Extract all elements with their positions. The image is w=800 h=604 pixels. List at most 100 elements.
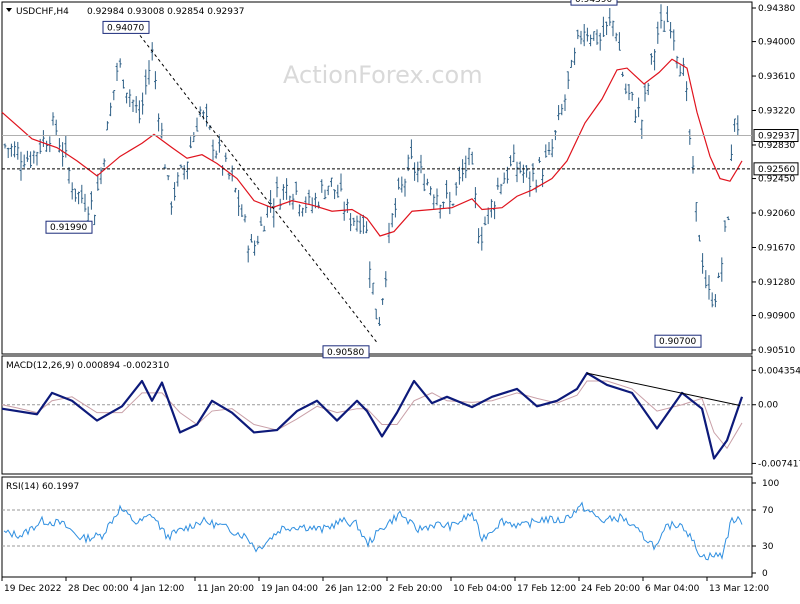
ohlc-bar xyxy=(45,140,48,152)
ohlc-bar xyxy=(509,155,512,167)
price-panel-frame xyxy=(1,1,753,355)
price-axis: 0.94380 0.94000 0.93610 0.93220 0.92830 0.924… xyxy=(752,4,799,356)
rsi-tick-label: 100 xyxy=(762,479,779,489)
ohlc-bar xyxy=(192,132,196,143)
rsi-panel-frame xyxy=(1,476,753,578)
svg-text:0.90580: 0.90580 xyxy=(327,348,364,358)
ohlc-bar xyxy=(250,233,253,243)
ohlc-bar xyxy=(102,158,106,167)
price-tick-label: 0.90510 xyxy=(758,346,795,356)
time-tick-label: 26 Jan 12:00 xyxy=(325,584,382,594)
ohlc-bar xyxy=(240,204,244,217)
ohlc-bar xyxy=(272,198,276,228)
ohlc-bar xyxy=(416,161,420,183)
ohlc-bar xyxy=(576,29,580,40)
ohlc-bar xyxy=(691,155,695,174)
ohlc-bar xyxy=(131,99,135,112)
ohlc-bar xyxy=(643,82,647,102)
price-tick-label: 0.94000 xyxy=(758,38,795,48)
ohlc-bar xyxy=(77,191,80,205)
ohlc-bar xyxy=(506,166,509,184)
ohlc-bar xyxy=(112,90,116,101)
ohlc-bar xyxy=(650,53,653,65)
ohlc-bar xyxy=(474,187,477,209)
ohlc-bar xyxy=(586,27,589,42)
ohlc-bar xyxy=(582,23,586,47)
ohlc-bar xyxy=(74,188,77,202)
ohlc-bar xyxy=(448,191,452,215)
ohlc-bar xyxy=(394,198,397,218)
ohlc-bar xyxy=(330,177,333,187)
rsi-layer xyxy=(2,501,752,561)
ohlc-bar xyxy=(170,201,173,215)
ohlc-bar xyxy=(627,84,631,101)
price-tick-label: 0.92830 xyxy=(758,141,795,151)
ohlc-bar xyxy=(10,143,13,157)
ohlc-bar xyxy=(435,188,439,206)
ohlc-bar xyxy=(518,161,522,174)
ohlc-bar xyxy=(595,29,599,45)
ohlc-bar xyxy=(515,161,519,183)
ohlc-bar xyxy=(659,4,663,29)
ohlc-bar xyxy=(154,71,157,90)
price-tick-label: 0.91670 xyxy=(758,243,795,253)
ohlc-bar xyxy=(717,272,720,279)
ohlc-bar xyxy=(736,115,740,136)
ohlc-bar xyxy=(160,122,164,139)
price-layer: 0.94070 0.91990 0.90580 0.94390 0.90700 xyxy=(1,0,752,359)
ohlc-bar xyxy=(493,201,496,220)
ohlc-bar xyxy=(381,298,384,305)
ohlc-bar xyxy=(198,106,202,117)
ohlc-bar xyxy=(480,226,484,251)
ohlc-bar xyxy=(358,215,362,234)
ohlc-bar xyxy=(614,32,618,42)
current-price-label: 0.92937 xyxy=(758,132,795,142)
ohlc-bar xyxy=(378,316,381,326)
ohlc-bar xyxy=(93,214,96,226)
price-annotation: 0.91990 xyxy=(45,220,93,234)
ohlc-bar xyxy=(669,21,672,39)
ohlc-bar xyxy=(125,92,128,104)
ohlc-bar xyxy=(365,221,368,234)
ohlc-bar xyxy=(115,62,119,82)
ohlc-bar xyxy=(723,220,727,232)
price-tick-label: 0.92060 xyxy=(758,209,795,219)
ohlc-bar xyxy=(688,129,692,145)
price-trendline xyxy=(139,35,379,345)
rsi-tick-label: 70 xyxy=(762,506,774,516)
ohlc-bar xyxy=(371,282,375,295)
macd-signal-line xyxy=(1,380,743,450)
rsi-axis: 100 70 30 0 xyxy=(752,479,779,579)
ohlc-bar xyxy=(205,103,208,127)
ohlc-bar xyxy=(352,217,356,227)
rsi-tick-label: 0 xyxy=(762,569,768,579)
price-tick-label: 0.91280 xyxy=(758,278,795,288)
ohlc-bar xyxy=(42,130,45,147)
ohlc-bar xyxy=(346,198,349,213)
ohlc-bar xyxy=(694,202,698,222)
ohlc-bar xyxy=(224,152,228,162)
time-tick-label: 19 Dec 2022 xyxy=(4,584,62,594)
watermark: ActionForex.com xyxy=(283,61,483,89)
ohlc-bar xyxy=(109,102,112,117)
ohlc-bar xyxy=(384,271,388,288)
ohlc-bar xyxy=(714,294,717,308)
ohlc-bar xyxy=(307,189,311,205)
ohlc-bar xyxy=(285,178,288,200)
ohlc-bar xyxy=(32,150,36,164)
rsi-tick-label: 30 xyxy=(762,542,774,552)
ohlc-bar xyxy=(179,164,183,169)
ohlc-bar xyxy=(438,204,442,219)
time-tick-label: 17 Feb 12:00 xyxy=(517,584,576,594)
dropdown-triangle-icon[interactable] xyxy=(6,8,12,12)
ohlc-bar xyxy=(253,240,256,256)
ohlc-bar xyxy=(496,177,500,190)
ohlc-bar xyxy=(374,308,378,320)
ohlc-bar xyxy=(621,71,624,77)
price-tick-label: 0.93610 xyxy=(758,72,795,82)
time-tick-label: 6 Mar 04:00 xyxy=(645,584,700,594)
price-tick-label: 0.93220 xyxy=(758,107,795,117)
ohlc-bar xyxy=(176,172,180,187)
ohlc-bar xyxy=(573,47,576,66)
ohlc-bar xyxy=(128,89,132,108)
